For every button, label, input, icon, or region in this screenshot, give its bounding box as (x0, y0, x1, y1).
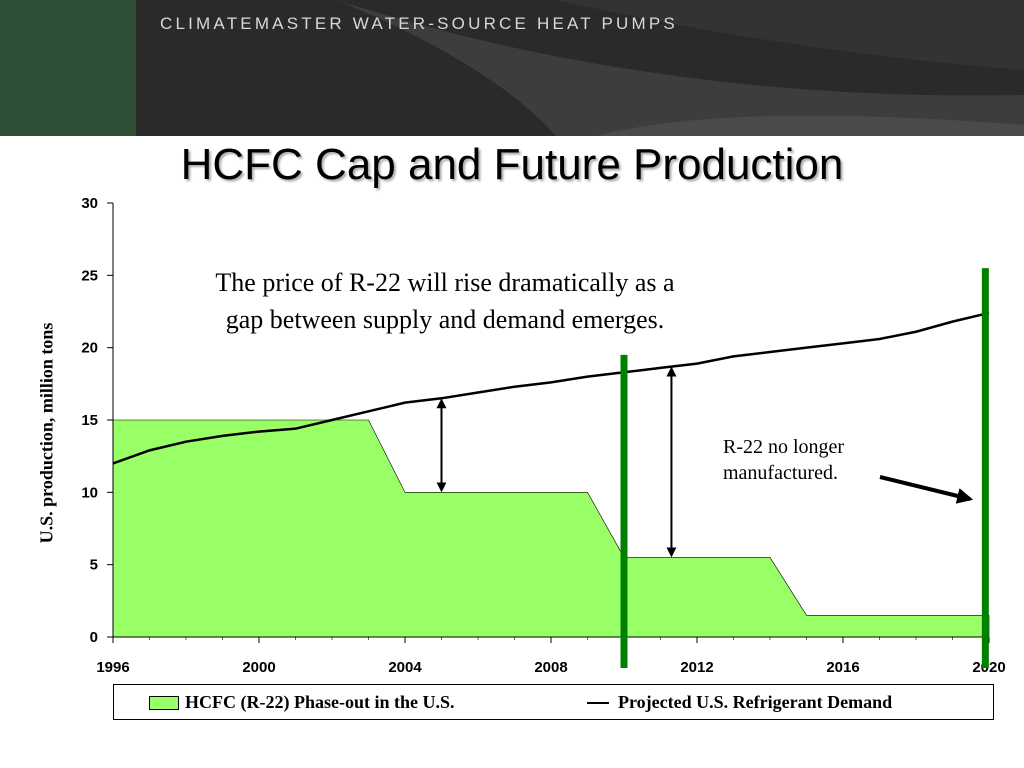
x-tick-label: 1996 (96, 659, 129, 676)
price-annotation-line1: The price of R-22 will rise dramatically… (215, 268, 675, 297)
y-tick-label: 25 (81, 267, 98, 284)
x-tick-label: 2004 (388, 659, 422, 676)
legend-area-label: HCFC (R-22) Phase-out in the U.S. (185, 692, 455, 712)
header-banner: CLIMATEMASTER WATER-SOURCE HEAT PUMPS (0, 0, 1024, 136)
y-tick-label: 30 (81, 195, 98, 212)
x-tick-label: 2016 (826, 659, 859, 676)
banner-swoosh-graphic (136, 0, 1024, 136)
y-tick-label: 15 (81, 412, 98, 429)
price-annotation-line2: gap between supply and demand emerges. (225, 305, 665, 334)
banner-title: CLIMATEMASTER WATER-SOURCE HEAT PUMPS (160, 14, 678, 33)
legend-area-swatch (149, 696, 179, 710)
x-tick-label: 2008 (534, 659, 567, 676)
y-tick-label: 20 (81, 340, 98, 357)
series-line-refrigerant-demand (112, 311, 990, 465)
slide-title: HCFC Cap and Future Production (180, 140, 844, 189)
x-tick-label: 2012 (680, 659, 713, 676)
r22-annotation-line1: R-22 no longer (723, 436, 845, 458)
r22-annotation-line2: manufactured. (723, 462, 838, 484)
legend-line-label: Projected U.S. Refrigerant Demand (618, 692, 893, 712)
y-tick-label: 5 (90, 557, 98, 574)
y-tick-label: 10 (81, 484, 98, 501)
price-annotation: The price of R-22 will rise dramatically… (140, 264, 750, 338)
legend-line-swatch (587, 702, 609, 704)
y-axis-label: U.S. production, million tons (36, 322, 57, 544)
legend: HCFC (R-22) Phase-out in the U.S. Projec… (113, 684, 994, 720)
x-tick-label: 2000 (242, 659, 275, 676)
r22-annotation: R-22 no longer manufactured. (723, 434, 844, 486)
r22-pointer-arrow (879, 475, 974, 504)
y-tick-label: 0 (90, 629, 98, 646)
series-area-hcfc-phaseout (112, 419, 990, 638)
x-tick-label: 2020 (972, 659, 1005, 676)
banner-accent-block (0, 0, 136, 136)
